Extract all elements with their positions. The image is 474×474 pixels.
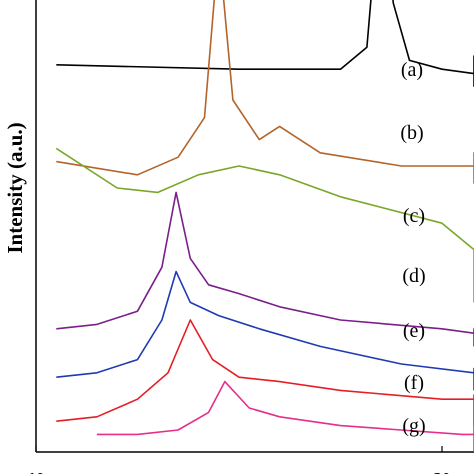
series-line-a bbox=[56, 0, 474, 87]
series-line-e bbox=[56, 270, 474, 391]
series-label-g: (g) bbox=[402, 415, 425, 437]
series-line-g bbox=[96, 380, 474, 452]
series-label-e: (e) bbox=[403, 320, 425, 342]
series-label-d: (d) bbox=[402, 265, 425, 287]
series-layer bbox=[55, 0, 474, 452]
y-axis-label: Intensity (a.u.) bbox=[3, 122, 27, 253]
series-label-c: (c) bbox=[403, 205, 425, 227]
series-line-d bbox=[56, 191, 474, 347]
plot-area: (a)(b)(c)(d)(e)(f)(g) 10305070 bbox=[28, 0, 474, 474]
x-tick-layer: 10305070 bbox=[28, 446, 451, 474]
series-line-f bbox=[56, 319, 474, 426]
series-label-f: (f) bbox=[404, 372, 424, 394]
series-label-layer: (a) (b) (c) (d) (e) (f) (g) bbox=[400, 59, 425, 437]
series-line-c bbox=[55, 147, 474, 303]
series-line-b bbox=[56, 0, 474, 184]
x-tick-label-10: 10 bbox=[28, 469, 45, 474]
series-label-b: (b) bbox=[400, 122, 423, 144]
series-label-a: (a) bbox=[401, 59, 423, 81]
x-tick-label-30: 30 bbox=[434, 469, 451, 474]
